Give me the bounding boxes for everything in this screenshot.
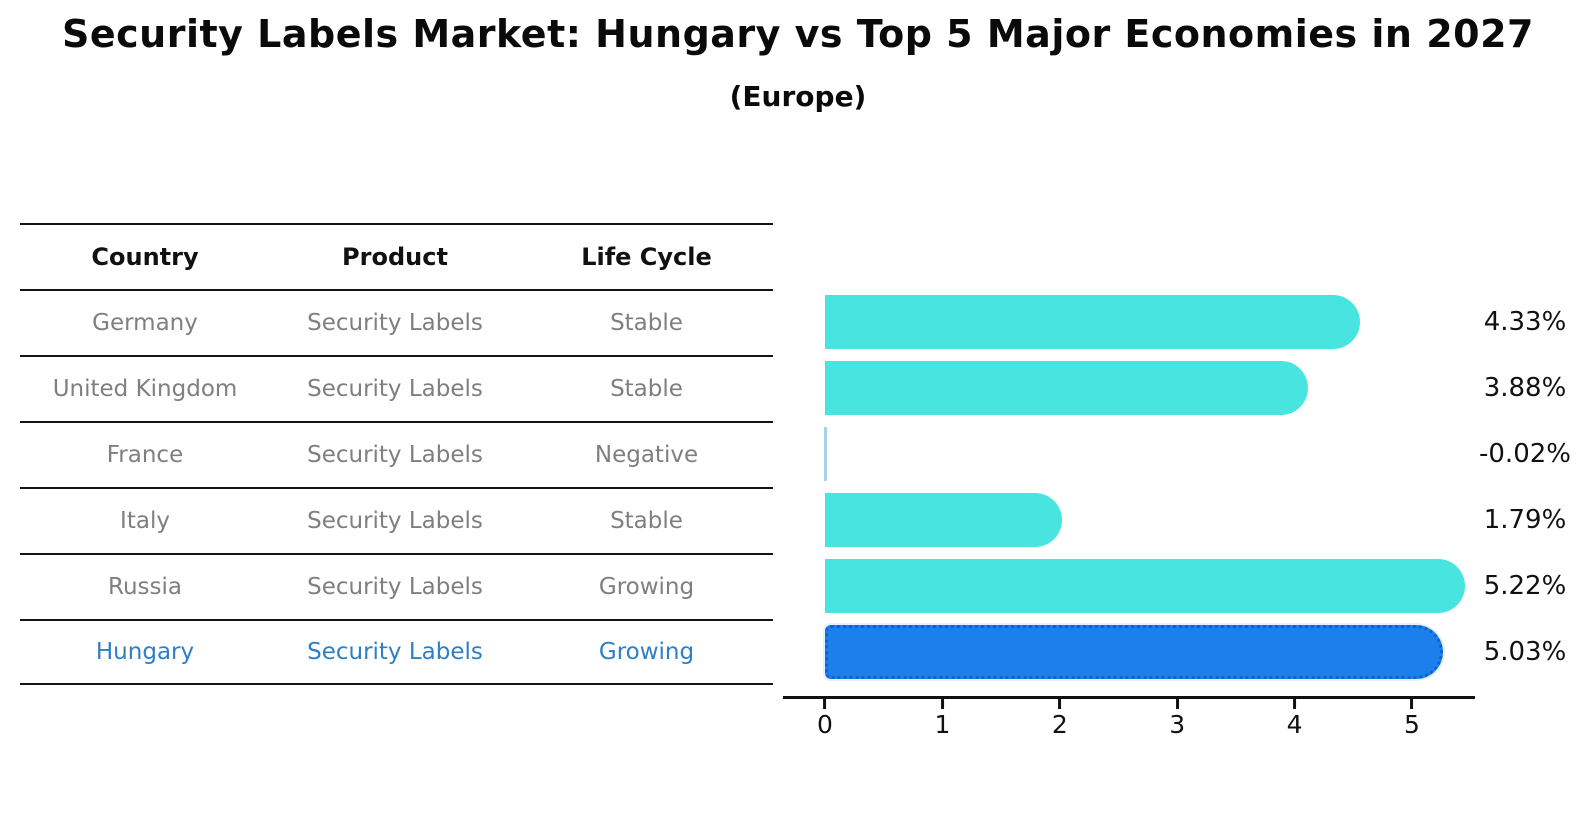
tick-label: 0 (817, 710, 833, 739)
cell-country: United Kingdom (52, 376, 238, 402)
tick-label: 2 (1051, 710, 1068, 739)
cell-product: Security Labels (307, 639, 483, 665)
column-header-product: Product (342, 243, 448, 271)
tick-mark (1410, 699, 1414, 709)
bar-russia (825, 559, 1465, 613)
tick-mark (1058, 699, 1062, 709)
cell-product: Security Labels (307, 442, 483, 468)
cell-life-cycle: Stable (610, 508, 683, 534)
tick-mark (940, 699, 944, 709)
cell-country: Italy (120, 508, 170, 534)
value-label-france: -0.02% (1479, 439, 1571, 469)
x-tick-2: 2 (1052, 699, 1068, 737)
bar-plot: 0 1 2 3 4 5 4.33% 3.88% -0.02% 1.79% 5.2… (783, 280, 1571, 750)
bar-france (824, 427, 827, 481)
tick-label: 5 (1404, 710, 1420, 739)
cell-product: Security Labels (307, 376, 483, 402)
bar-united-kingdom (825, 361, 1308, 415)
table-row-russia: Russia Security Labels Growing (20, 553, 773, 619)
table-row-france: France Security Labels Negative (20, 421, 773, 487)
table-header-row: Country Product Life Cycle (20, 223, 773, 289)
cell-life-cycle: Stable (610, 376, 683, 402)
bar-germany (825, 295, 1361, 349)
tick-mark (1175, 699, 1179, 709)
cell-country: Russia (108, 574, 182, 600)
cell-life-cycle: Stable (610, 310, 683, 336)
cell-life-cycle: Growing (598, 639, 695, 665)
cell-country: France (106, 442, 184, 468)
value-label-russia: 5.22% (1483, 571, 1567, 601)
tick-label: 4 (1286, 710, 1303, 739)
tick-mark (823, 699, 827, 709)
value-label-italy: 1.79% (1483, 505, 1567, 535)
column-header-country: Country (91, 243, 199, 271)
x-axis-line (783, 696, 1475, 699)
table-row-hungary: Hungary Security Labels Growing (20, 619, 773, 685)
table-row-germany: Germany Security Labels Stable (20, 289, 773, 355)
x-tick-1: 1 (934, 699, 950, 737)
x-tick-0: 0 (817, 699, 833, 737)
chart-title: Security Labels Market: Hungary vs Top 5… (62, 12, 1534, 56)
bar-italy (825, 493, 1063, 547)
chart-subtitle: (Europe) (729, 80, 867, 113)
cell-country: Germany (92, 310, 198, 336)
cell-country: Hungary (95, 639, 195, 665)
value-label-germany: 4.33% (1483, 307, 1567, 337)
cell-life-cycle: Growing (598, 574, 695, 600)
value-label-hungary: 5.03% (1483, 637, 1567, 667)
tick-label: 1 (934, 710, 951, 739)
x-tick-5: 5 (1404, 699, 1420, 737)
cell-product: Security Labels (307, 574, 483, 600)
cell-life-cycle: Negative (594, 442, 699, 468)
tick-label: 3 (1169, 710, 1186, 739)
x-tick-4: 4 (1287, 699, 1303, 737)
table-row-italy: Italy Security Labels Stable (20, 487, 773, 553)
x-tick-3: 3 (1169, 699, 1185, 737)
country-table: Country Product Life Cycle Germany Secur… (20, 223, 773, 685)
column-header-life-cycle: Life Cycle (581, 243, 712, 271)
table-row-united-kingdom: United Kingdom Security Labels Stable (20, 355, 773, 421)
tick-mark (1293, 699, 1297, 709)
value-label-united-kingdom: 3.88% (1483, 373, 1567, 403)
cell-product: Security Labels (307, 310, 483, 336)
cell-product: Security Labels (307, 508, 483, 534)
bar-hungary (825, 625, 1443, 679)
